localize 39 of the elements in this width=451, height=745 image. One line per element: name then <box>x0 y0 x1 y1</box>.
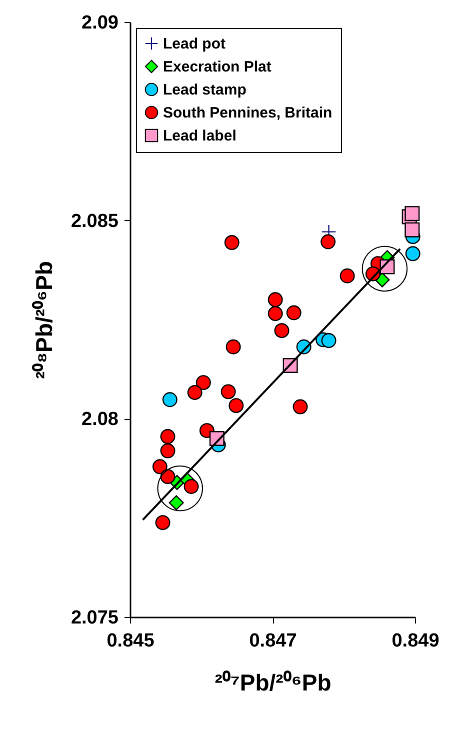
point <box>228 398 244 414</box>
point <box>187 385 202 400</box>
point <box>152 459 168 474</box>
x-axis-title: ²⁰⁷Pb/²⁰⁶Pb <box>214 670 332 696</box>
point <box>224 235 240 250</box>
point <box>268 292 283 308</box>
y-axis-title: ²⁰⁸Pb/²⁰⁶Pb <box>30 261 57 379</box>
point <box>155 515 170 530</box>
legend-label: Execration Plat <box>163 58 272 76</box>
legend-label: Lead stamp <box>163 82 246 98</box>
point <box>160 429 176 444</box>
y-tick-label: 2.09 <box>82 12 118 34</box>
point <box>168 495 184 510</box>
point <box>405 246 420 262</box>
x-tick-label: 0.845 <box>106 630 155 652</box>
point <box>162 392 178 408</box>
legend-label: Lead label <box>163 128 236 144</box>
point <box>160 443 176 458</box>
x-tick-label: 0.849 <box>392 630 440 652</box>
point <box>340 268 355 284</box>
point <box>404 222 420 238</box>
y-tick-label: 2.085 <box>70 210 119 232</box>
x-tick-label: 0.847 <box>249 630 297 652</box>
point <box>268 306 283 322</box>
point <box>226 339 241 354</box>
y-tick-label: 2.08 <box>82 409 118 430</box>
point <box>160 469 176 484</box>
point <box>274 323 290 338</box>
legend-label: Lead pot <box>163 36 226 52</box>
y-tick-label: 2.075 <box>70 608 119 628</box>
point <box>292 399 308 414</box>
point <box>404 206 420 222</box>
point <box>320 234 336 250</box>
point <box>321 333 336 348</box>
point <box>196 375 211 390</box>
point <box>286 305 302 320</box>
point <box>220 384 236 400</box>
point <box>184 479 199 494</box>
legend-label: South Pennines, Britain <box>163 104 332 122</box>
